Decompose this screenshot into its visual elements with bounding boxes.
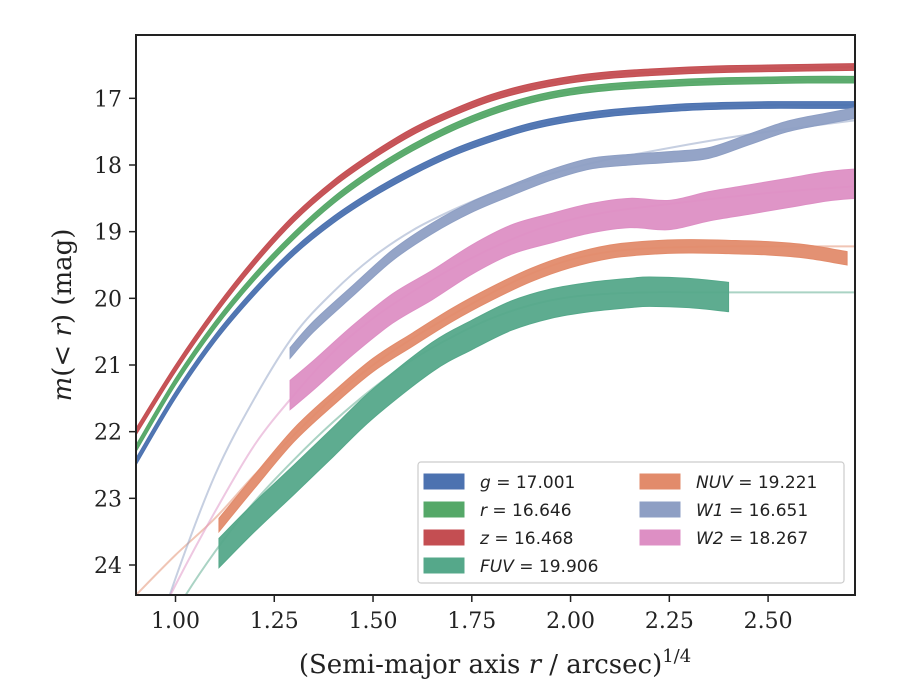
plot-frame (135, 34, 856, 596)
z-data-band (136, 63, 855, 436)
legend-swatch-g (423, 473, 465, 490)
plot-data (136, 63, 855, 595)
nuv-data-band (218, 239, 848, 534)
legend-label-w1: W1 = 16.651 (696, 501, 808, 521)
y-axis-ticks: 17 18 19 20 21 22 23 24 (94, 87, 136, 579)
y-tick-label: 17 (94, 87, 122, 112)
x-axis-ticks: 1.00 1.25 1.50 1.75 2.00 2.25 2.50 (151, 595, 793, 634)
legend-label-w2: W2 = 18.267 (696, 529, 808, 549)
x-tick-label: 1.50 (349, 609, 398, 634)
legend-label-g: g = 17.001 (480, 473, 575, 493)
legend-swatch-r (423, 501, 465, 518)
w1-data-band (289, 107, 855, 360)
legend: g = 17.001 r = 16.646 z = 16.468 FUV = 19.9… (417, 461, 845, 584)
x-tick-label: 1.25 (250, 609, 299, 634)
y-tick-label: 24 (94, 554, 122, 579)
legend-swatch-nuv (639, 473, 681, 490)
x-tick-label: 1.75 (447, 609, 496, 634)
w2-data-band (289, 168, 855, 411)
legend-swatch-fuv (423, 557, 465, 574)
r-data-band (136, 75, 855, 453)
x-tick-label: 2.25 (645, 609, 694, 634)
y-axis-label: m(< r) (mag) (48, 229, 78, 402)
legend-label-fuv: FUV = 19.906 (480, 557, 598, 577)
legend-swatch-w2 (639, 529, 681, 546)
legend-box (417, 461, 845, 584)
y-tick-label: 23 (94, 487, 122, 512)
legend-label-z: z = 16.468 (479, 529, 573, 549)
g-model-curve (136, 103, 855, 463)
fuv-data-band (218, 276, 730, 569)
legend-swatch-z (423, 529, 465, 546)
y-tick-label: 21 (94, 354, 122, 379)
x-tick-label: 2.50 (744, 609, 793, 634)
y-tick-label: 19 (94, 221, 122, 246)
y-tick-label: 22 (94, 421, 122, 446)
legend-swatch-w1 (639, 501, 681, 518)
g-data-band (136, 101, 855, 466)
legend-label-nuv: NUV = 19.221 (696, 473, 817, 493)
x-tick-label: 1.00 (151, 609, 200, 634)
y-tick-label: 18 (94, 154, 122, 179)
y-tick-label: 20 (94, 287, 122, 312)
x-tick-label: 2.00 (546, 609, 595, 634)
legend-label-r: r = 16.646 (480, 501, 572, 521)
x-axis-label: (Semi-major axis r / arcsec)1/4 (299, 646, 691, 680)
